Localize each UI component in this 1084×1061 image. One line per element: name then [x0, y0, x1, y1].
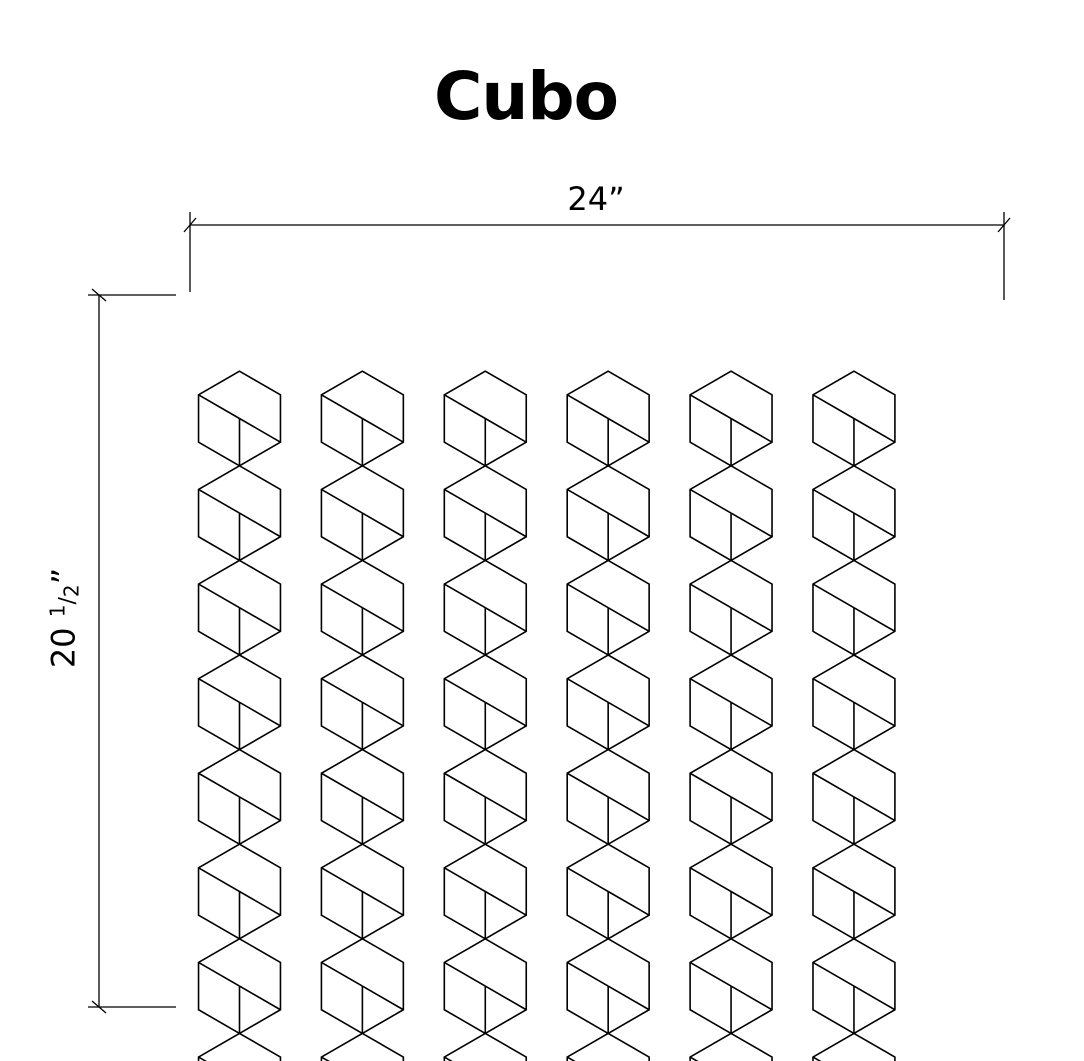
cube-tile-edge [198, 772, 240, 798]
cube-tile-edge [443, 394, 486, 420]
page-title: Cubo [433, 58, 619, 135]
cube-tile-edge [321, 394, 363, 420]
cube-tile-edge [607, 890, 650, 916]
cube-tile-edge [239, 417, 281, 443]
cube-tile-edge [321, 677, 363, 703]
cube-tile-edge [443, 677, 486, 703]
cube-tile-edge [730, 607, 773, 633]
cube-tile-edge [812, 394, 855, 420]
cube-tile-edge [239, 796, 281, 822]
cube-tile-edge [607, 512, 650, 538]
cube-tile-edge [689, 394, 732, 420]
cube-tile-edge [239, 512, 281, 538]
width-tick-left [183, 217, 197, 233]
cube-tile-edge [361, 512, 404, 538]
cube-tile-edge [607, 417, 650, 443]
cube-tile-edge [484, 417, 527, 443]
cube-tile-edge [730, 985, 773, 1011]
cube-tile-edge [853, 512, 896, 538]
cube-tile-edge [689, 772, 732, 798]
cube-tile-edge [198, 488, 240, 514]
cube-tile-edge [566, 394, 609, 420]
cube-tile-edge [607, 701, 650, 727]
cube-tile-edge [239, 701, 281, 727]
cube-tile-edge [361, 607, 404, 633]
cube-tile-edge [566, 583, 609, 609]
cube-tile-edge [198, 394, 240, 420]
cube-tile-edge [321, 488, 363, 514]
cube-tile [812, 1032, 896, 1061]
cube-tile-edge [812, 677, 855, 703]
cube-tile-edge [730, 417, 773, 443]
cube-tile-edge [853, 890, 896, 916]
cube-tile-edge [730, 796, 773, 822]
cube-tile-edge [812, 867, 855, 893]
cube-tile-edge [484, 512, 527, 538]
cube-tile-edge [689, 961, 732, 987]
cube-tile-edge [812, 772, 855, 798]
cube-tile-edge [361, 890, 404, 916]
dimension-lines [88, 212, 1011, 1014]
cube-tile-edge [812, 961, 855, 987]
height-tick-bottom [91, 1000, 107, 1014]
cube-tile-edge [198, 961, 240, 987]
cube-tile-edge [689, 583, 732, 609]
cube-tile-edge [198, 583, 240, 609]
cube-tile-edge [443, 488, 486, 514]
cube-tile-edge [361, 417, 404, 443]
cube-tile [197, 1032, 282, 1061]
cube-tile [689, 1032, 773, 1061]
cube-tile-edge [443, 583, 486, 609]
cube-tile-edge [239, 607, 281, 633]
cube-tile-edge [853, 701, 896, 727]
cube-tile-edge [321, 961, 363, 987]
tile-grid [197, 370, 896, 1061]
cube-tile-edge [566, 488, 609, 514]
cube-tile-edge [853, 417, 896, 443]
cube-tile-edge [443, 772, 486, 798]
cube-tile-edge [484, 890, 527, 916]
cube-tile-edge [321, 772, 363, 798]
width-tick-right [997, 217, 1011, 233]
cube-tile-edge [361, 985, 404, 1011]
cube-tile-edge [812, 488, 855, 514]
width-dimension-label: 24” [567, 180, 625, 218]
cube-tile-edge [607, 607, 650, 633]
cube-tile [566, 1032, 650, 1061]
cube-tile-edge [730, 890, 773, 916]
cube-tile-edge [853, 607, 896, 633]
cube-tile [443, 1032, 528, 1061]
cube-tile-edge [239, 985, 281, 1011]
cube-tile-edge [853, 985, 896, 1011]
cube-tile-edge [730, 512, 773, 538]
cube-tile-edge [689, 488, 732, 514]
cube-tile-edge [607, 796, 650, 822]
cube-tile-edge [484, 796, 527, 822]
height-tick-top [91, 288, 107, 302]
cube-tile-edge [321, 583, 363, 609]
cube-tile-edge [853, 796, 896, 822]
cube-tile-edge [239, 890, 281, 916]
cube-tile [320, 1032, 405, 1061]
cube-tile-edge [689, 867, 732, 893]
cube-tile-edge [443, 961, 486, 987]
cube-tile-edge [484, 701, 527, 727]
cube-tile-edge [198, 677, 240, 703]
cube-tile-edge [566, 867, 609, 893]
cube-tile-edge [566, 677, 609, 703]
cube-tile-edge [484, 607, 527, 633]
cube-tile-edge [689, 677, 732, 703]
cube-tile-edge [484, 985, 527, 1011]
cube-tile-edge [730, 701, 773, 727]
cube-tile-edge [361, 701, 404, 727]
cube-tile-edge [361, 796, 404, 822]
cube-tile-edge [566, 961, 609, 987]
cube-tile-edge [443, 867, 486, 893]
cube-tile-edge [321, 867, 363, 893]
cube-tile-edge [198, 867, 240, 893]
cube-tile-edge [812, 583, 855, 609]
cube-tile-edge [566, 772, 609, 798]
cube-tile-edge [607, 985, 650, 1011]
